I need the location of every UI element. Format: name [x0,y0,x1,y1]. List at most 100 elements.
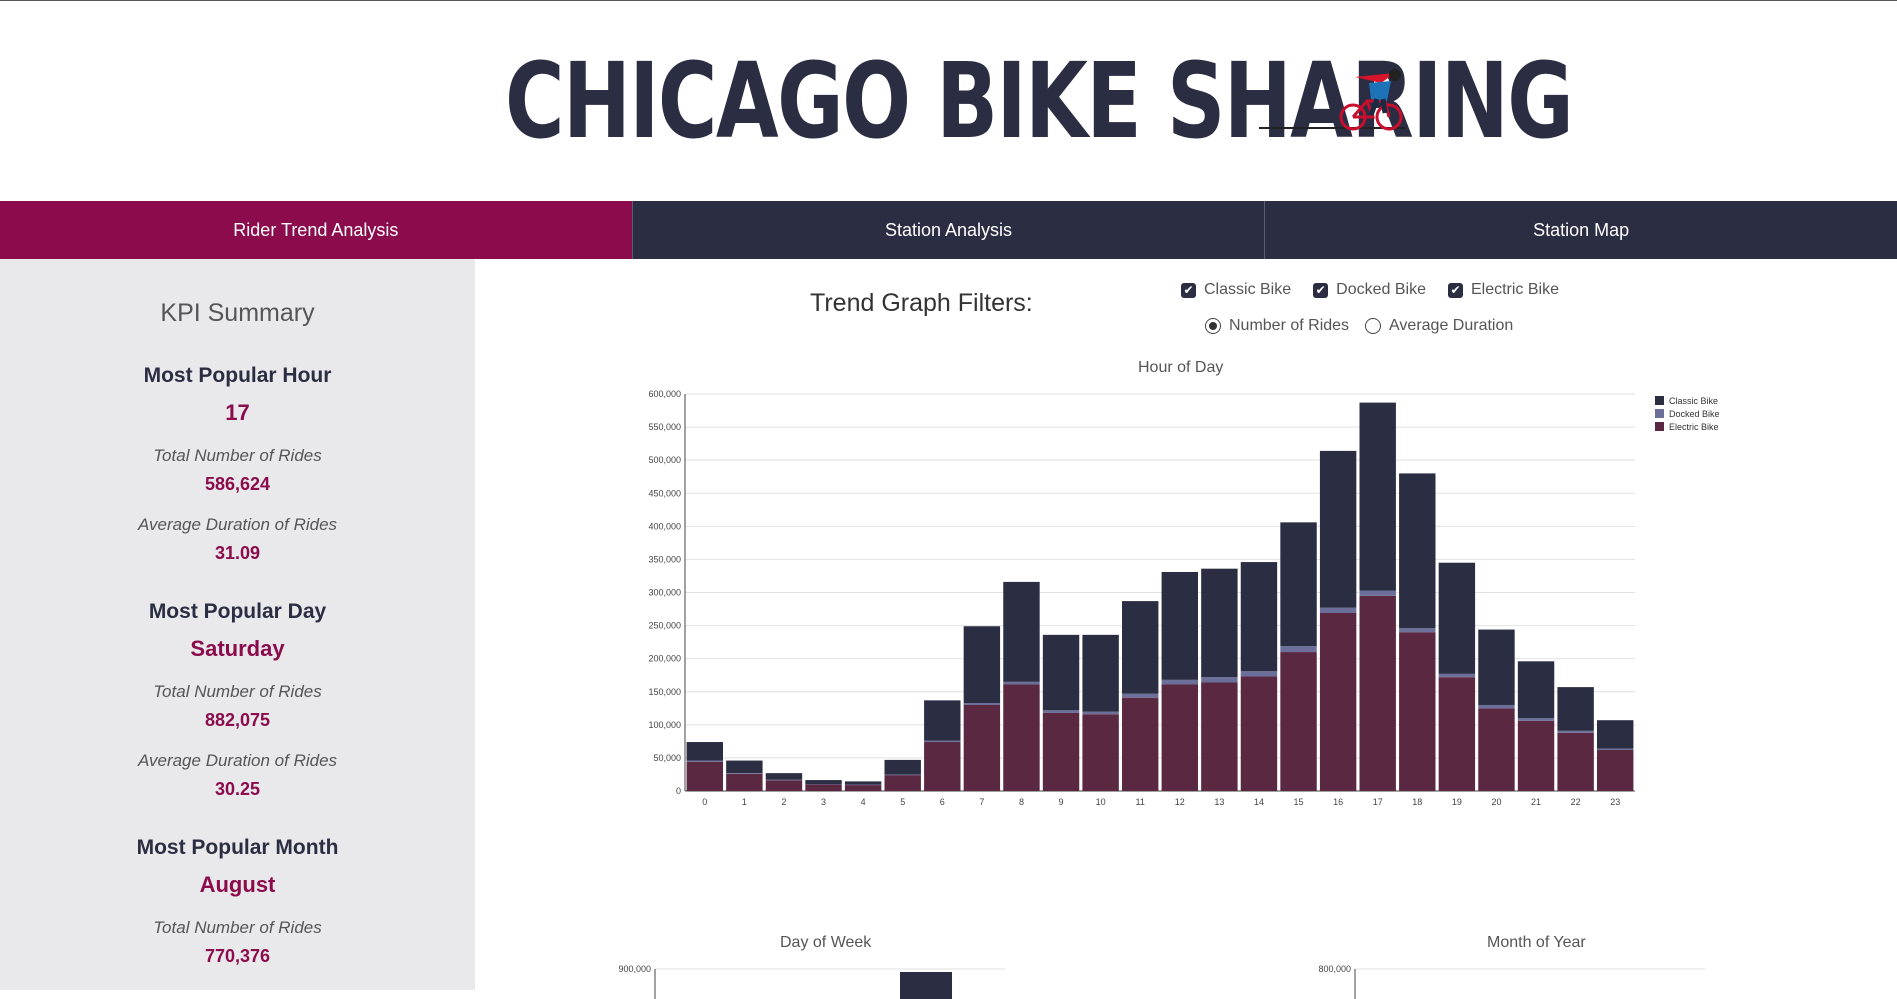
kpi-duration-value: 30.25 [214,779,261,799]
bar-classic-bike[interactable] [1280,522,1317,647]
x-tick-label: 23 [1610,797,1620,807]
filter-electric-bike[interactable]: ✔ Electric Bike [1447,281,1559,299]
bar-electric-bike[interactable] [1438,677,1476,791]
radio-average-duration[interactable]: Average Duration [1365,317,1513,335]
bar-electric-bike[interactable] [1478,708,1515,791]
bar-docked-bike[interactable] [1399,628,1436,633]
bar-electric-bike[interactable] [1122,697,1159,791]
bar-electric-bike[interactable] [1201,682,1238,791]
bar-classic-bike[interactable] [1438,562,1476,674]
bar-docked-bike[interactable] [686,760,723,762]
bar-classic-bike[interactable] [1161,571,1198,680]
tab-station-analysis[interactable]: Station Analysis [631,201,1265,259]
radio-unselected-icon[interactable] [1365,318,1382,334]
legend-label[interactable]: Docked Bike [1669,409,1720,419]
bar-electric-bike[interactable] [884,775,921,791]
bar-electric-bike[interactable] [844,785,882,791]
bar-docked-bike[interactable] [1082,711,1119,715]
bar-electric-bike[interactable] [1082,714,1119,791]
bar-docked-bike[interactable] [1557,730,1594,733]
bar-electric-bike[interactable] [805,784,842,791]
bar-electric-bike[interactable] [1359,595,1396,791]
bar-docked-bike[interactable] [1122,693,1159,698]
radio-selected-icon[interactable] [1205,318,1221,334]
checkbox-checked-icon[interactable]: ✔ [1447,282,1463,298]
bar-classic-bike[interactable] [1517,661,1555,719]
bar-docked-bike[interactable] [765,779,803,781]
bar-electric-bike[interactable] [1240,676,1278,791]
bar-classic-bike[interactable] [1201,568,1238,678]
bar-classic-bike[interactable] [1359,402,1396,591]
bar-docked-bike[interactable] [726,773,763,774]
bar-classic-bike[interactable] [805,780,842,785]
bar-electric-bike[interactable] [963,704,1001,791]
bar-classic-bike[interactable] [1003,581,1040,682]
bar-electric-bike[interactable] [765,780,803,791]
bar-docked-bike[interactable] [1597,748,1634,750]
bar-docked-bike[interactable] [844,784,882,786]
day-of-week-chart: 900,000 [618,964,1005,999]
bar-docked-bike[interactable] [1280,646,1317,653]
bar-classic-bike[interactable] [1478,629,1515,705]
x-tick-label: 7 [979,797,984,807]
bar-docked-bike[interactable] [805,784,842,785]
x-tick-label: 9 [1059,797,1064,807]
bar-docked-bike[interactable] [1003,681,1040,685]
bar-docked-bike[interactable] [1161,679,1198,685]
bar-electric-bike[interactable] [1161,684,1198,791]
bar-docked-bike[interactable] [1240,671,1278,677]
bar-classic-bike[interactable] [726,760,763,774]
bar-docked-bike[interactable] [1319,607,1357,614]
bar-classic-bike[interactable] [1319,450,1357,608]
bar-electric-bike[interactable] [686,761,723,791]
bar-docked-bike[interactable] [924,740,961,743]
bar-classic-bike[interactable] [884,759,921,775]
legend-label[interactable]: Classic Bike [1669,396,1718,406]
bar-docked-bike[interactable] [1517,718,1555,721]
y-tick-label: 550,000 [648,422,681,432]
bar-classic-bike[interactable] [900,972,952,999]
bar-electric-bike[interactable] [1003,684,1040,791]
bar-classic-bike[interactable] [844,781,882,785]
filter-docked-bike[interactable]: ✔ Docked Bike [1313,281,1426,299]
x-tick-label: 0 [702,797,707,807]
kpi-rides-value: 770,376 [204,946,271,966]
bar-electric-bike[interactable] [726,773,763,791]
bar-classic-bike[interactable] [686,742,723,761]
bar-electric-bike[interactable] [1557,732,1594,791]
bar-docked-bike[interactable] [1201,677,1238,683]
bar-classic-bike[interactable] [765,773,803,780]
bar-classic-bike[interactable] [963,626,1001,703]
bar-classic-bike[interactable] [1122,601,1159,694]
bar-classic-bike[interactable] [924,700,961,741]
bar-docked-bike[interactable] [1042,710,1080,713]
bar-electric-bike[interactable] [924,742,961,791]
filter-classic-bike[interactable]: ✔ Classic Bike [1181,281,1291,299]
bar-electric-bike[interactable] [1280,652,1317,791]
tab-station-map[interactable]: Station Map [1264,201,1897,259]
radio-number-of-rides[interactable]: Number of Rides [1205,317,1349,335]
main-panel: Trend Graph Filters: ✔ Classic Bike ✔ Do… [475,259,1897,999]
bike-type-filters: ✔ Classic Bike ✔ Docked Bike ✔ Electric … [1181,281,1559,299]
checkbox-checked-icon[interactable]: ✔ [1181,282,1196,298]
bar-classic-bike[interactable] [1082,634,1119,712]
bar-electric-bike[interactable] [1399,632,1436,791]
tab-rider-trend-analysis[interactable]: Rider Trend Analysis [0,201,632,259]
bar-electric-bike[interactable] [1319,613,1357,791]
bar-classic-bike[interactable] [1240,562,1278,672]
bar-docked-bike[interactable] [963,702,1001,705]
bar-docked-bike[interactable] [884,774,921,776]
bar-classic-bike[interactable] [1557,687,1594,731]
bar-docked-bike[interactable] [1438,673,1476,678]
bar-electric-bike[interactable] [1597,749,1634,791]
legend-label[interactable]: Electric Bike [1669,422,1719,432]
x-tick-label: 3 [821,797,826,807]
checkbox-checked-icon[interactable]: ✔ [1313,282,1329,298]
bar-classic-bike[interactable] [1042,634,1080,711]
bar-docked-bike[interactable] [1478,704,1515,709]
bar-electric-bike[interactable] [1517,720,1555,791]
bar-docked-bike[interactable] [1359,590,1396,596]
bar-electric-bike[interactable] [1042,712,1080,791]
bar-classic-bike[interactable] [1597,720,1634,749]
bar-classic-bike[interactable] [1399,473,1436,629]
